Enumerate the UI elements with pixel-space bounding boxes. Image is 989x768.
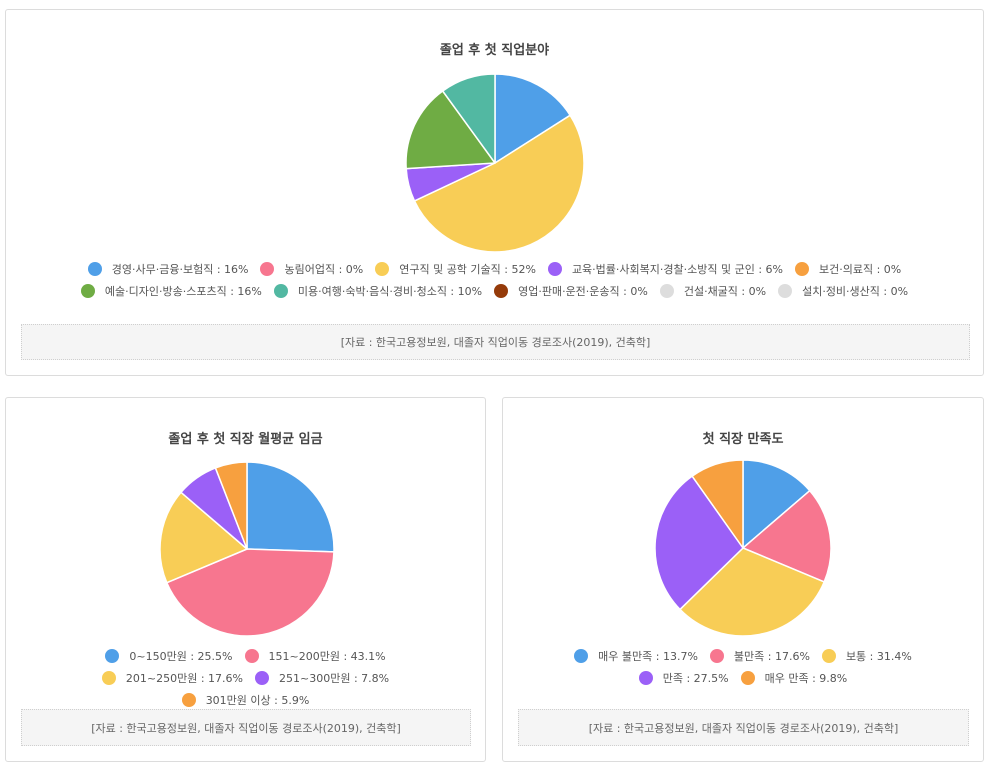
legend-label: 불만족 : 17.6%: [733, 650, 810, 663]
chart-card-satisfaction: 첫 직장 만족도 매우 불만족 : 13.7% 불만족 : 17.6% 보통 : 3…: [502, 397, 984, 762]
pie-slice[interactable]: [413, 114, 585, 253]
legend-item[interactable]: 0~150만원 : 25.5%: [105, 647, 233, 665]
legend-color-dot: [181, 693, 196, 707]
source-note: [자료 : 한국고용정보원, 대졸자 직업이동 경로조사(2019), 건축학]: [518, 709, 969, 746]
legend-label: 영업·판매·운전·운송직 : 0%: [518, 285, 648, 298]
legend-color-dot: [795, 262, 809, 276]
pie-slice[interactable]: [742, 489, 832, 583]
legend-item[interactable]: 미용·여행·숙박·음식·경비·청소직 : 10%: [273, 282, 483, 300]
pie-slice[interactable]: [405, 90, 496, 170]
legend-color-dot: [494, 284, 509, 298]
legend-item[interactable]: 건설·채굴직 : 0%: [659, 282, 767, 300]
legend-item[interactable]: 매우 만족 : 9.8%: [740, 669, 848, 687]
chart-card-salary: 졸업 후 첫 직장 월평균 임금 0~150만원 : 25.5% 151~200만…: [5, 397, 486, 762]
pie-slice[interactable]: [166, 548, 335, 637]
pie-chart: [159, 461, 335, 637]
chart-legend: 0~150만원 : 25.5% 151~200만원 : 43.1% 201~250만…: [6, 647, 485, 709]
legend-color-dot: [244, 649, 259, 663]
legend-label: 매우 불만족 : 13.7%: [598, 650, 698, 663]
legend-color-dot: [821, 649, 836, 663]
chart-title: 졸업 후 첫 직업분야: [439, 43, 550, 58]
pie-chart: [405, 73, 585, 253]
legend-label: 251~300만원 : 7.8%: [279, 672, 390, 685]
legend-label: 보건·의료직 : 0%: [819, 263, 902, 276]
legend-color-dot: [740, 671, 755, 685]
legend-color-dot: [547, 262, 562, 276]
legend-color-dot: [80, 284, 95, 298]
legend-label: 설치·정비·생산직 : 0%: [802, 285, 909, 298]
pie-slice[interactable]: [654, 475, 744, 611]
legend-item[interactable]: 설치·정비·생산직 : 0%: [778, 282, 908, 300]
legend-color-dot: [778, 284, 793, 298]
legend-item[interactable]: 연구직 및 공학 기술직 : 52%: [375, 260, 536, 278]
legend-color-dot: [87, 262, 102, 276]
chart-legend: 경영·사무·금융·보험직 : 16% 농림어업직 : 0% 연구직 및 공학 기술직…: [6, 260, 983, 300]
chart-title: 졸업 후 첫 직장 월평균 임금: [168, 432, 323, 447]
chart-title: 첫 직장 만족도: [702, 432, 784, 447]
legend-item[interactable]: 불만족 : 17.6%: [709, 647, 810, 665]
legend-label: 경영·사무·금융·보험직 : 16%: [111, 263, 249, 276]
legend-label: 201~250만원 : 17.6%: [125, 672, 243, 685]
legend-label: 예술·디자인·방송·스포츠직 : 16%: [104, 285, 262, 298]
legend-item[interactable]: 매우 불만족 : 13.7%: [574, 647, 698, 665]
legend-item[interactable]: 301만원 이상 : 5.9%: [181, 691, 310, 709]
legend-color-dot: [375, 262, 390, 276]
legend-color-dot: [574, 649, 589, 663]
legend-color-dot: [638, 671, 653, 685]
legend-label: 매우 만족 : 9.8%: [764, 672, 848, 685]
legend-label: 301만원 이상 : 5.9%: [205, 694, 310, 707]
pie-slice[interactable]: [159, 491, 248, 584]
pie-slice[interactable]: [214, 461, 248, 550]
legend-color-dot: [273, 284, 288, 298]
legend-label: 만족 : 27.5%: [662, 672, 729, 685]
pie-slice[interactable]: [246, 461, 335, 553]
legend-item[interactable]: 201~250만원 : 17.6%: [101, 669, 243, 687]
legend-label: 연구직 및 공학 기술직 : 52%: [399, 263, 536, 276]
pie-slice[interactable]: [691, 459, 744, 549]
legend-color-dot: [659, 284, 674, 298]
legend-item[interactable]: 예술·디자인·방송·스포츠직 : 16%: [80, 282, 262, 300]
legend-item[interactable]: 교육·법률·사회복지·경찰·소방직 및 군인 : 6%: [547, 260, 783, 278]
legend-color-dot: [255, 671, 269, 685]
chart-card-job-field: 졸업 후 첫 직업분야 경영·사무·금융·보험직 : 16% 농림어업직 : 0%…: [5, 9, 984, 376]
pie-slice[interactable]: [441, 73, 496, 164]
legend-item[interactable]: 농림어업직 : 0%: [260, 260, 363, 278]
legend-color-dot: [709, 649, 724, 663]
legend-label: 농림어업직 : 0%: [284, 263, 364, 276]
legend-item[interactable]: 경영·사무·금융·보험직 : 16%: [87, 260, 249, 278]
pie-chart: [654, 459, 832, 637]
pie-slice[interactable]: [742, 459, 811, 549]
legend-color-dot: [105, 649, 120, 663]
source-note: [자료 : 한국고용정보원, 대졸자 직업이동 경로조사(2019), 건축학]: [21, 709, 471, 746]
legend-item[interactable]: 151~200만원 : 43.1%: [244, 647, 386, 665]
legend-item[interactable]: 보건·의료직 : 0%: [795, 260, 901, 278]
legend-item[interactable]: 영업·판매·운전·운송직 : 0%: [494, 282, 648, 300]
legend-color-dot: [101, 671, 116, 685]
legend-label: 보통 : 31.4%: [845, 650, 912, 663]
legend-item[interactable]: 보통 : 31.4%: [821, 647, 912, 665]
legend-label: 151~200만원 : 43.1%: [268, 650, 386, 663]
legend-item[interactable]: 251~300만원 : 7.8%: [255, 669, 389, 687]
legend-label: 0~150만원 : 25.5%: [129, 650, 233, 663]
chart-legend: 매우 불만족 : 13.7% 불만족 : 17.6% 보통 : 31.4% 만족 : …: [503, 647, 983, 687]
legend-label: 교육·법률·사회복지·경찰·소방직 및 군인 : 6%: [571, 263, 783, 276]
legend-item[interactable]: 만족 : 27.5%: [638, 669, 729, 687]
legend-label: 미용·여행·숙박·음식·경비·청소직 : 10%: [297, 285, 483, 298]
source-note: [자료 : 한국고용정보원, 대졸자 직업이동 경로조사(2019), 건축학]: [21, 324, 970, 360]
pie-slice[interactable]: [494, 73, 571, 164]
legend-label: 건설·채굴직 : 0%: [683, 285, 767, 298]
legend-color-dot: [260, 262, 275, 276]
pie-slice[interactable]: [679, 547, 825, 637]
